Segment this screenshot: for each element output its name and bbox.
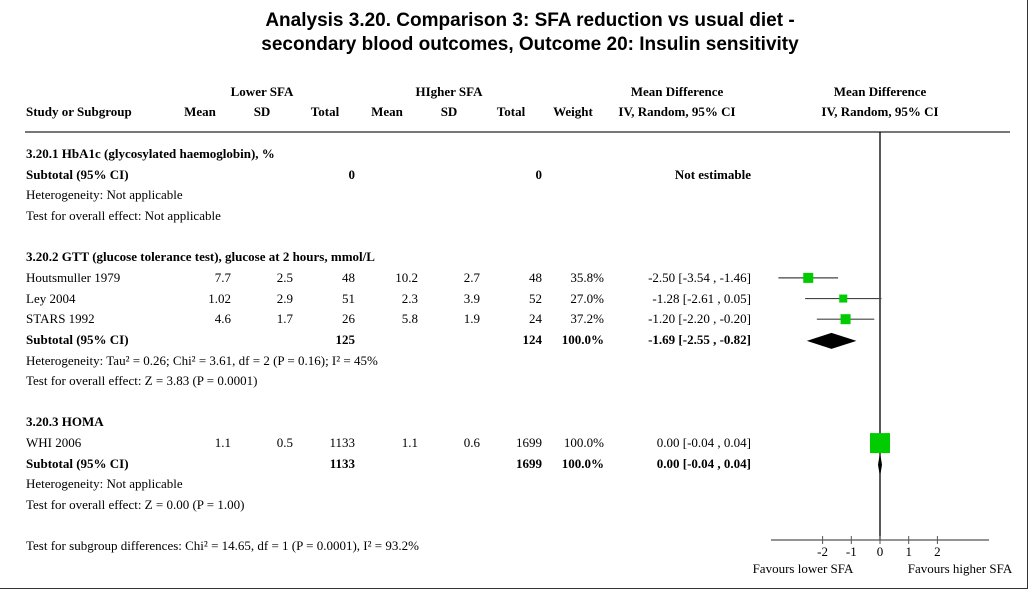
header-divider [25,131,1010,133]
study-name: Houtsmuller 1979 [26,269,121,285]
cell-ci: 0.00 [-0.04 , 0.04] [656,455,751,471]
x-tick-label: 0 [877,544,884,559]
header-md-left: Mean Difference [630,84,724,99]
study-square [803,272,814,283]
subtotal-label: Subtotal (95% CI) [26,166,129,182]
cell-ln: 51 [342,290,355,306]
summary-diamond [806,332,857,349]
cell-hn: 48 [529,269,542,285]
cell-ln: 1133 [329,455,355,471]
study-square [870,433,890,454]
header-mean-higher: Mean [371,104,403,119]
cell-lsd: 1.7 [276,311,293,327]
group-label: 3.20.2 GTT (glucose tolerance test), glu… [26,249,375,265]
group-label: 3.20.1 HbA1c (glycosylated haemoglobin),… [26,146,275,161]
note-label: Heterogeneity: Tau² = 0.26; Chi² = 3.61,… [26,352,378,368]
cell-hsd: 3.9 [463,290,480,306]
favours-right-label: Favours higher SFA [908,561,1013,576]
cell-hsd: 1.9 [463,311,480,327]
cell-weight: 27.0% [570,290,604,306]
cell-ln: 1133 [329,435,355,451]
group-label: 3.20.3 HOMA [26,414,104,430]
cell-hm: 10.2 [395,269,418,285]
header-total-higher: Total [496,104,526,119]
note-label: Test for overall effect: Z = 3.83 (P = 0… [26,373,258,389]
cell-weight: 37.2% [570,311,604,327]
cell-ci: Not estimable [674,166,751,182]
study-name: Ley 2004 [26,290,76,306]
cell-lsd: 0.5 [276,435,293,451]
header-md-right: Mean Difference [833,84,927,99]
header-sd-higher: SD [440,104,458,119]
cell-ln: 26 [342,311,355,327]
study-name: STARS 1992 [26,311,95,327]
note-label: Heterogeneity: Not applicable [26,476,183,492]
cell-lsd: 2.9 [276,290,293,306]
study-name: WHI 2006 [26,435,82,451]
summary-diamond [878,452,882,477]
note-label: Heterogeneity: Not applicable [26,187,183,203]
title-line-1: Analysis 3.20. Comparison 3: SFA reducti… [265,10,795,31]
cell-weight: 100.0% [563,435,604,451]
header-ci-right: IV, Random, 95% CI [821,104,939,119]
note-label: Test for overall effect: Not applicable [26,207,221,223]
title-line-2: secondary blood outcomes, Outcome 20: In… [261,34,799,55]
cell-hn: 124 [522,331,543,347]
cell-hsd: 0.6 [463,435,480,451]
header-total-lower: Total [310,104,340,119]
x-tick-label: -2 [817,544,828,559]
cell-lm: 1.02 [208,290,231,306]
header-mean-lower: Mean [184,104,216,119]
note-label: Test for overall effect: Z = 0.00 (P = 1… [26,497,245,513]
cell-weight: 100.0% [561,455,604,471]
cell-ci: -2.50 [-3.54 , -1.46] [648,269,751,285]
cell-ln: 125 [335,331,356,347]
cell-hn: 52 [529,290,542,306]
cell-hn: 1699 [516,435,542,451]
cell-hn: 1699 [516,455,542,471]
header-ci-left: IV, Random, 95% CI [618,104,736,119]
x-tick-label: -1 [846,544,857,559]
header-study: Study or Subgroup [26,104,132,119]
study-square [840,314,851,325]
cell-ci: -1.69 [-2.55 , -0.82] [648,331,751,347]
x-tick-label: 2 [934,544,941,559]
cell-weight: 35.8% [570,269,604,285]
cell-weight: 100.0% [561,331,604,347]
cell-hm: 1.1 [401,435,418,451]
study-square [839,294,848,303]
cell-ln: 0 [348,166,356,182]
cell-lm: 1.1 [214,435,231,451]
subtotal-label: Subtotal (95% CI) [26,455,129,471]
cell-lm: 7.7 [214,269,231,285]
cell-hsd: 2.7 [463,269,480,285]
header-weight: Weight [553,104,593,119]
cell-lm: 4.6 [214,311,231,327]
cell-hn: 24 [529,311,542,327]
cell-hm: 2.3 [401,290,418,306]
cell-ln: 48 [342,269,355,285]
favours-left-label: Favours lower SFA [753,561,854,576]
cell-ci: -1.28 [-2.61 , 0.05] [652,290,751,306]
cell-ci: -1.20 [-2.20 , -0.20] [648,311,751,327]
cell-hm: 5.8 [401,311,418,327]
x-tick-label: 1 [905,544,912,559]
header-sd-lower: SD [253,104,271,119]
subtotal-label: Subtotal (95% CI) [26,331,129,347]
cell-lsd: 2.5 [276,269,293,285]
cell-ci: 0.00 [-0.04 , 0.04] [656,435,751,451]
note-label: Test for subgroup differences: Chi² = 14… [26,538,419,554]
header-higher-sfa: HIgher SFA [415,84,483,99]
cell-hn: 0 [535,166,543,182]
header-lower-sfa: Lower SFA [230,84,294,99]
